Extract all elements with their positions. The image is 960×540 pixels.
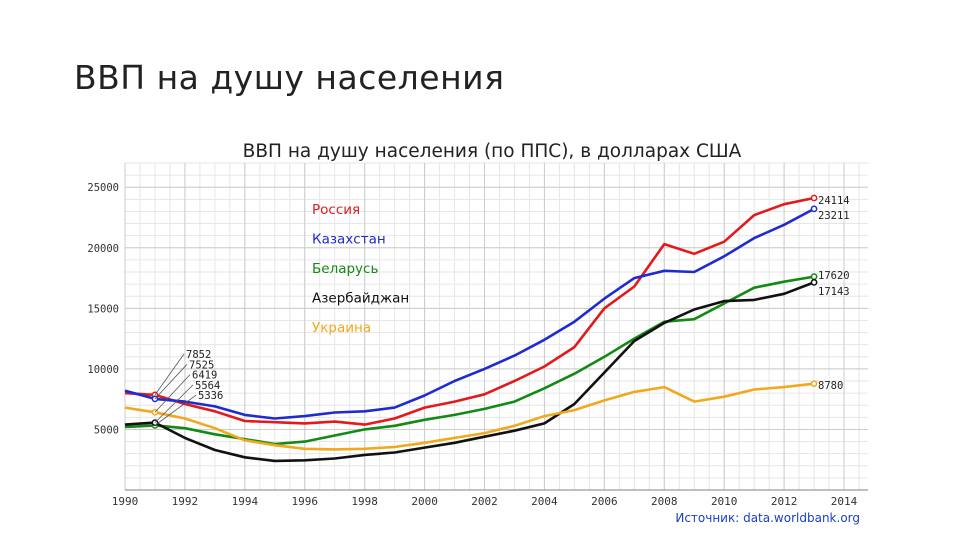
end-value-label: 24114 [818,195,850,207]
legend-item: Казахстан [312,232,386,248]
x-tick-label: 1994 [232,495,259,508]
legend-item: Азербайджан [312,291,409,307]
x-tick-label: 2012 [771,495,798,508]
series-end-point [810,380,818,388]
leader-line [154,384,194,423]
series-end-point [810,279,818,286]
x-tick-label: 2002 [471,495,498,508]
x-tick-label: 2014 [831,495,858,508]
series-lines [124,194,818,463]
end-value-label: 17620 [818,270,850,282]
legend: Россия Казахстан Беларусь Азербайджан Украин… [312,202,409,336]
series-end-point [810,273,818,280]
legend-item: Украина [312,320,371,336]
axis-ticks: 5000 10000 15000 20000 25000 1990 1992 1994 1996… [87,182,857,508]
series-line [124,281,815,463]
y-tick-label: 5000 [94,424,119,436]
end-value-label: 8780 [818,380,843,392]
series-line [124,196,815,426]
start-value-label: 5336 [198,390,223,402]
end-value-label: 17143 [818,286,850,298]
plot-area [125,163,868,490]
y-tick-label: 25000 [87,182,119,194]
source-note: Источник: data.worldbank.org [675,511,860,525]
legend-item: Беларусь [312,261,378,277]
chart-title: ВВП на душу населения (по ППС), в доллар… [243,141,742,162]
leader-line [154,374,191,413]
x-tick-label: 2008 [651,495,678,508]
start-value-label: 7525 [189,359,214,371]
x-tick-label: 1990 [112,495,139,508]
start-value-label: 7852 [186,349,211,361]
leader-line [154,353,185,396]
value-labels: 24114 23211 17620 17143 8780 7852752564195564… [154,195,850,426]
series-line [124,207,815,420]
x-tick-label: 1992 [172,495,199,508]
leader-line [154,364,188,400]
y-tick-label: 10000 [87,364,119,376]
y-tick-label: 20000 [87,243,119,255]
x-tick-label: 2010 [711,495,738,508]
y-tick-label: 15000 [87,303,119,315]
leader-line [154,394,197,426]
x-tick-label: 2006 [591,495,618,508]
series-line [124,382,815,451]
legend-item: Россия [312,202,360,218]
x-tick-label: 1996 [292,495,319,508]
plot-grid [124,162,868,491]
x-tick-label: 2004 [531,495,558,508]
series-end-point [810,194,818,202]
x-tick-label: 1998 [351,495,378,508]
start-value-label: 6419 [192,370,217,382]
end-value-label: 23211 [818,210,850,222]
x-tick-label: 2000 [411,495,438,508]
slide-title: ВВП на душу населения [74,58,505,97]
start-value-label: 5564 [195,380,220,392]
series-end-point [810,205,818,213]
